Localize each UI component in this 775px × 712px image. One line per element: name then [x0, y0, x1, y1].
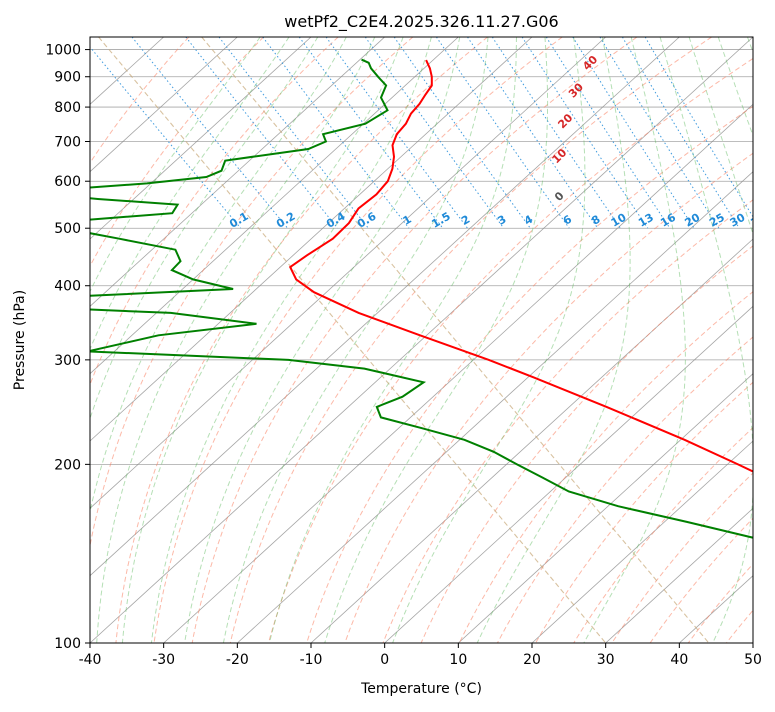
- lcl-guide-line: [202, 37, 709, 643]
- x-tick-label: -20: [226, 652, 249, 668]
- moist-adiabat-label: 30: [566, 80, 586, 100]
- mixing-ratio-label: 0.1: [227, 210, 250, 231]
- moist-adiabat-line: [477, 37, 630, 643]
- dry-adiabat-line: [688, 37, 775, 643]
- dry-adiabat-line: [765, 37, 775, 643]
- mixing-ratio-line: [436, 37, 569, 228]
- isotherm-line: [0, 37, 532, 643]
- x-axis-label: Temperature (°C): [360, 681, 482, 697]
- x-tick-label: 50: [744, 652, 762, 668]
- moist-adiabat-line: [689, 37, 775, 643]
- y-tick-label: 400: [54, 279, 81, 295]
- isotherm-line: [90, 37, 753, 643]
- mixing-ratio-label: 3: [495, 213, 508, 228]
- moist-adiabat-line: [185, 37, 460, 643]
- y-tick-label: 100: [54, 636, 81, 652]
- mixing-ratio-label: 0.6: [355, 209, 379, 230]
- moist-adiabat-label: 20: [555, 111, 575, 131]
- dry-adiabat-line: [574, 37, 775, 643]
- x-tick-label: -40: [79, 652, 102, 668]
- isotherm-line: [0, 37, 606, 643]
- mixing-ratio-label: 1.5: [429, 210, 452, 231]
- mixing-ratio-line: [186, 37, 338, 228]
- moist-adiabat-line: [52, 37, 317, 643]
- mixing-ratio-label: 8: [589, 213, 602, 228]
- y-axis-label: Pressure (hPa): [12, 290, 28, 390]
- mixing-ratio-line: [132, 37, 288, 228]
- mixing-ratio-line: [263, 37, 409, 228]
- y-tick-label: 500: [54, 221, 81, 237]
- moist-adiabat-line: [33, 37, 289, 643]
- isotherm-line: [0, 37, 237, 643]
- y-tick-label: 700: [54, 134, 81, 150]
- mixing-ratio-line: [600, 37, 719, 228]
- y-tick-label: 300: [54, 353, 81, 369]
- dry-adiabat-line: [192, 37, 637, 643]
- mixing-ratio-label: 2: [459, 213, 472, 228]
- x-tick-label: 20: [523, 652, 541, 668]
- mixing-ratio-label: 4: [522, 212, 535, 227]
- moist-adiabat-line: [151, 37, 431, 643]
- moist-adiabat-label: 40: [580, 53, 600, 73]
- mixing-ratio-label: 6: [561, 212, 574, 227]
- moist-adiabat-line: [325, 37, 548, 643]
- mixing-ratio-line: [365, 37, 503, 228]
- mixing-ratio-label: 30: [728, 211, 748, 230]
- background-lines: [0, 37, 775, 643]
- moist-adiabat-line: [584, 37, 686, 643]
- x-tick-label: 10: [449, 652, 467, 668]
- moist-adiabat-line: [748, 37, 775, 643]
- y-tick-label: 1000: [45, 43, 81, 59]
- dry-adiabat-line: [230, 37, 711, 643]
- mixing-ratio-line: [326, 37, 467, 228]
- y-tick-label: 200: [54, 457, 81, 473]
- isotherm-line: [164, 37, 775, 643]
- mixing-ratio-line: [394, 37, 530, 228]
- mixing-ratio-label: 16: [658, 211, 678, 230]
- dry-adiabat-line: [1, 37, 263, 643]
- x-tick-label: 30: [597, 652, 615, 668]
- x-tick-label: 40: [670, 652, 688, 668]
- moist-adiabat-label: 0: [552, 189, 567, 204]
- moist-adiabat-line: [660, 37, 754, 643]
- isotherm-line: [753, 37, 775, 643]
- x-tick-label: -30: [152, 652, 175, 668]
- mixing-ratio-label: 1: [401, 213, 414, 228]
- mixing-ratio-label: 20: [682, 211, 702, 230]
- y-tick-label: 900: [54, 70, 81, 86]
- mixing-ratio-line: [468, 37, 598, 228]
- mixing-ratio-label: 25: [707, 211, 727, 230]
- y-tick-label: 600: [54, 174, 81, 190]
- moist-adiabat-line: [74, 37, 347, 643]
- mixing-ratio-label: 13: [636, 211, 656, 230]
- x-tick-label: 0: [380, 652, 389, 668]
- mixing-ratio-line: [219, 37, 368, 228]
- dry-adiabat-line: [78, 37, 413, 643]
- chart-title: wetPf2_C2E4.2025.326.11.27.G06: [284, 12, 558, 32]
- y-tick-label: 800: [54, 100, 81, 116]
- dry-adiabat-line: [650, 37, 775, 643]
- isotherm-line: [0, 37, 458, 643]
- dry-adiabat-line: [497, 37, 775, 643]
- x-tick-label: -10: [300, 652, 323, 668]
- mixing-ratio-label: 36: [748, 211, 768, 230]
- isotherm-line: [0, 37, 311, 643]
